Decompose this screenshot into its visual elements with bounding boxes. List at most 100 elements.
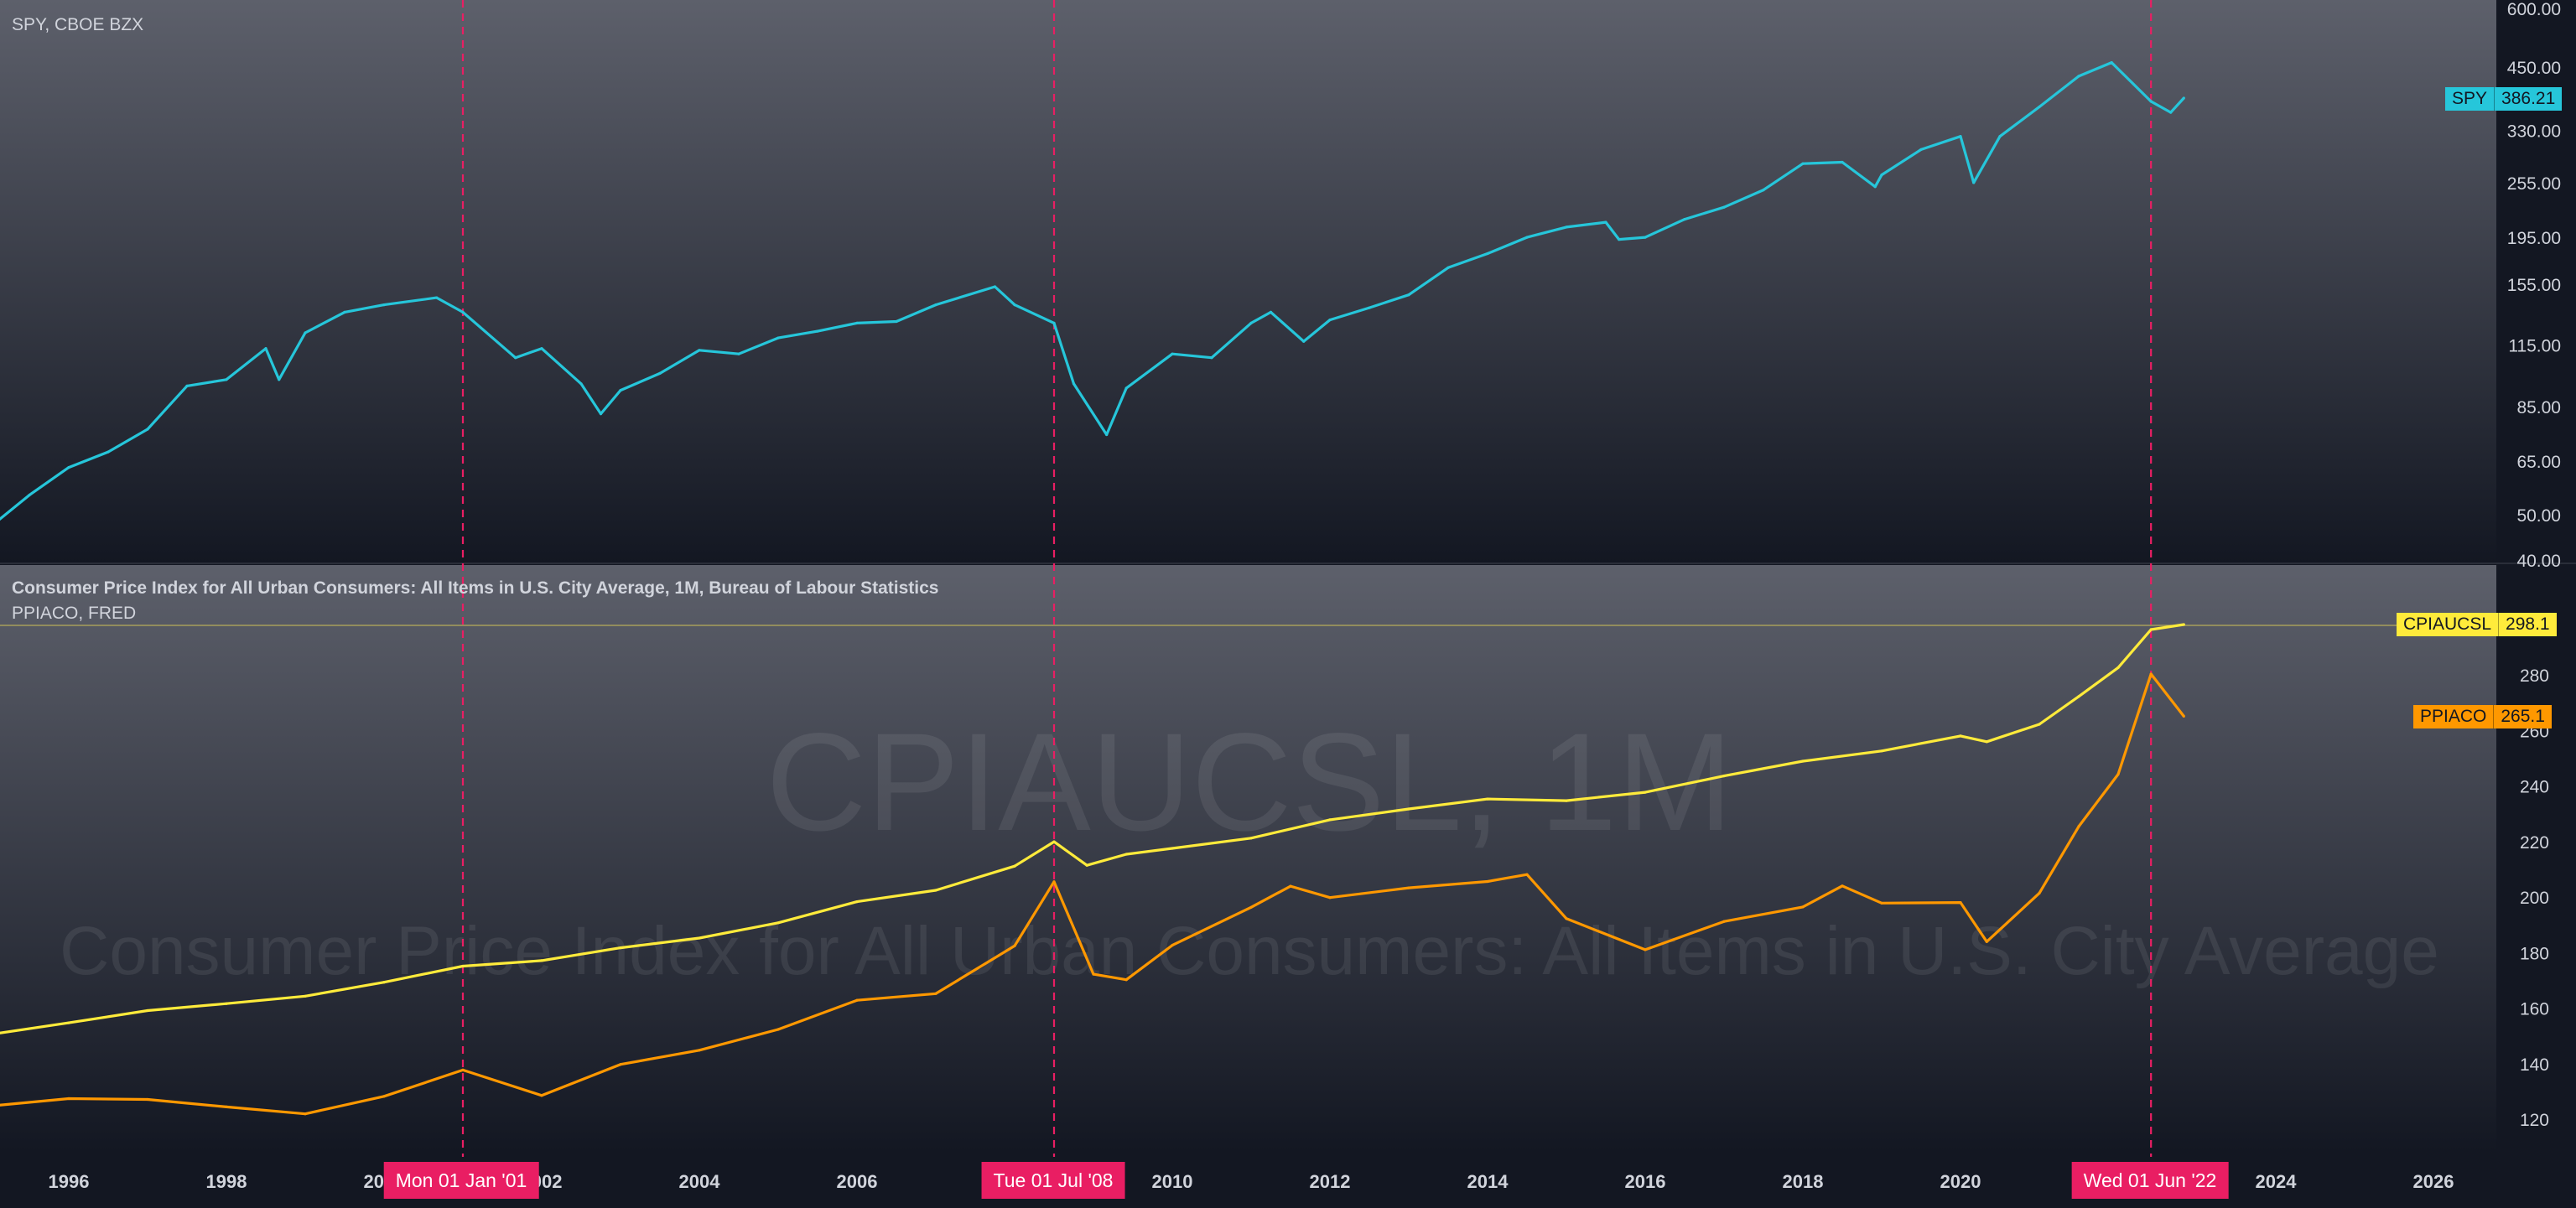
ppiaco-point — [698, 1049, 701, 1052]
spy-point — [855, 321, 859, 324]
ppiaco-point — [1249, 905, 1253, 909]
top-price-tick: 85.00 — [2516, 398, 2561, 417]
spy-point — [1486, 251, 1489, 256]
ppiaco-point — [1124, 978, 1128, 982]
time-tick: 2004 — [679, 1171, 721, 1192]
bottom-price-tick: 140 — [2520, 1055, 2549, 1075]
spy-point — [1998, 135, 2002, 138]
spy-point — [146, 428, 149, 431]
spy-point — [1762, 189, 1765, 192]
spy-point — [1959, 135, 1962, 138]
ppiaco-point — [2149, 672, 2153, 676]
bottom-price-tick: 200 — [2520, 889, 2549, 908]
spy-point — [1210, 356, 1213, 360]
bottom-pane-subtitle: PPIACO, FRED — [12, 604, 137, 623]
ppiaco-point — [1171, 944, 1174, 947]
cpiaucsl-point — [67, 1021, 70, 1024]
cpiaucsl-point — [1880, 749, 1883, 753]
spy-point — [1565, 226, 1568, 229]
cpiaucsl-point — [1052, 840, 1056, 843]
spy-point — [1722, 205, 1726, 209]
top-price-tick: 450.00 — [2507, 59, 2561, 78]
ppiaco-point — [619, 1063, 622, 1066]
spy-point — [435, 296, 439, 299]
spy-point — [1972, 181, 1976, 184]
top-price-tick: 330.00 — [2507, 122, 2561, 141]
cpiaucsl-point — [1171, 847, 1174, 850]
top-price-axis[interactable]: 600.00 450.00 330.00 255.00 195.00 155.00 115.… — [2507, 0, 2561, 571]
time-tick: 2012 — [1310, 1171, 1351, 1192]
ppiaco-point — [382, 1095, 386, 1098]
ppiaco-point — [855, 998, 859, 1002]
cpiaucsl-point — [1644, 791, 1647, 794]
cpiaucsl-point — [1801, 760, 1805, 763]
spy-point — [658, 371, 662, 375]
time-tick: 2018 — [1783, 1171, 1824, 1192]
spy-point — [1604, 220, 1607, 224]
cpiaucsl-point — [146, 1008, 149, 1013]
marker-date-tag-2001: Mon 01 Jan '01 — [383, 1162, 539, 1199]
spy-point — [776, 336, 780, 340]
ppiaco-point — [2116, 773, 2120, 776]
top-price-tick: 50.00 — [2516, 506, 2561, 526]
ppiaco-point — [776, 1028, 780, 1031]
ppiaco-point — [1722, 920, 1726, 923]
ppiaco-tag-name: PPIACO — [2413, 705, 2494, 728]
time-tick: 2026 — [2413, 1171, 2454, 1192]
ppiaco-point — [2182, 714, 2185, 718]
spy-point — [737, 352, 740, 355]
ppiaco-point — [2038, 891, 2041, 894]
spy-point — [67, 466, 70, 469]
cpiaucsl-point — [540, 959, 543, 962]
spy-point — [2110, 61, 2113, 65]
cpiaucsl-point — [2038, 723, 2041, 726]
ppiaco-point — [146, 1097, 149, 1102]
ppiaco-point — [1985, 940, 1988, 943]
cpiaucsl-tag-value: 298.1 — [2498, 613, 2557, 636]
bottom-pane-title: Consumer Price Index for All Urban Consu… — [12, 578, 939, 598]
ppiaco-point — [225, 1105, 228, 1108]
bottom-price-tick: 280 — [2520, 666, 2549, 686]
time-tick: 2024 — [2256, 1171, 2298, 1192]
ppiaco-point — [1289, 884, 1292, 888]
ppiaco-point — [1486, 879, 1489, 884]
spy-price-tag: SPY 386.21 — [2445, 87, 2563, 111]
ppiaco-point — [1841, 884, 1844, 888]
ppiaco-point — [1880, 901, 1883, 905]
spy-point — [106, 450, 110, 454]
ppiaco-point — [1092, 972, 1095, 976]
bottom-pane-background — [0, 565, 2496, 1152]
cpiaucsl-point — [1124, 853, 1128, 856]
spy-point — [1013, 303, 1016, 307]
top-price-tick: 115.00 — [2508, 336, 2561, 355]
ppiaco-price-tag: PPIACO 265.1 — [2413, 705, 2552, 728]
ppiaco-point — [1013, 944, 1016, 947]
bottom-price-tick: 180 — [2520, 944, 2549, 963]
cpiaucsl-point — [776, 921, 780, 925]
watermark-symbol: CPIAUCSL, 1M — [766, 705, 1732, 860]
spy-point — [1618, 238, 1621, 241]
cpiaucsl-point — [2116, 666, 2120, 670]
cpiaucsl-point — [1985, 740, 1988, 744]
spy-point — [1525, 236, 1529, 239]
cpiaucsl-point — [934, 889, 937, 892]
spy-point — [1072, 382, 1076, 386]
time-tick: 1998 — [206, 1171, 247, 1192]
spy-point — [264, 347, 267, 350]
spy-point — [1407, 293, 1410, 297]
price-scale-background — [2496, 0, 2576, 1204]
top-price-tick: 65.00 — [2516, 453, 2561, 472]
spy-point — [540, 347, 543, 350]
spy-point — [28, 494, 31, 497]
spy-point — [934, 303, 937, 307]
ppiaco-point — [1525, 873, 1529, 876]
cpiaucsl-point — [304, 994, 307, 998]
spy-point — [2182, 96, 2185, 100]
cpiaucsl-point — [2182, 623, 2185, 626]
marker-lines — [461, 0, 2153, 1157]
cpiaucsl-point — [1013, 864, 1016, 868]
cpiaucsl-point — [2149, 628, 2153, 631]
spy-point — [1446, 266, 1450, 269]
